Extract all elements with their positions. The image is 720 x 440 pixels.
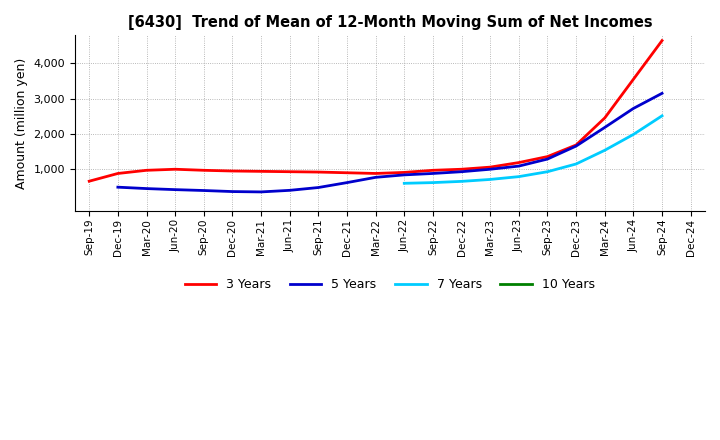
Title: [6430]  Trend of Mean of 12-Month Moving Sum of Net Incomes: [6430] Trend of Mean of 12-Month Moving … <box>127 15 652 30</box>
Y-axis label: Amount (million yen): Amount (million yen) <box>15 58 28 189</box>
Legend: 3 Years, 5 Years, 7 Years, 10 Years: 3 Years, 5 Years, 7 Years, 10 Years <box>180 273 600 296</box>
